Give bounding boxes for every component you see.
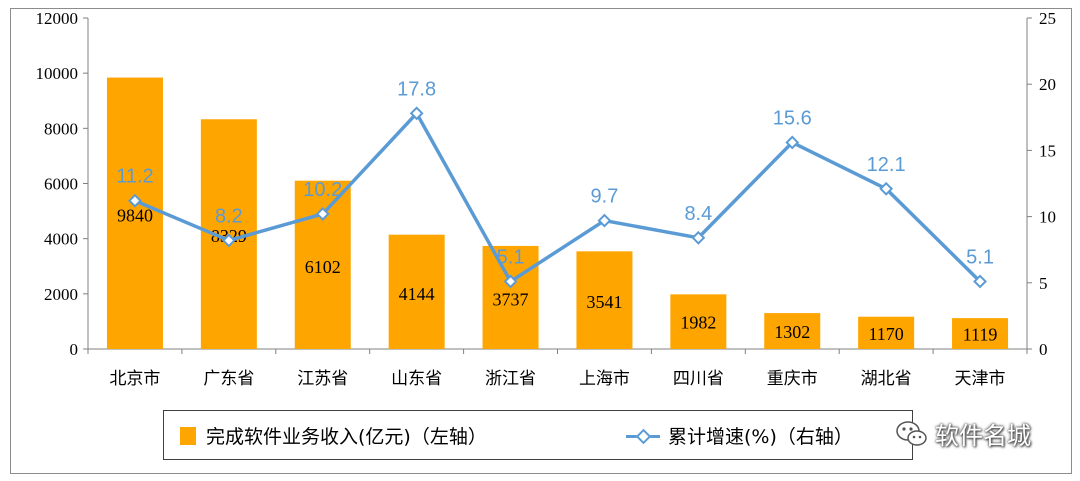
right-tick-label: 5: [1039, 274, 1048, 293]
bar-data-label: 1170: [868, 324, 903, 344]
right-tick-label: 10: [1039, 208, 1056, 227]
left-tick-label: 10000: [36, 64, 79, 83]
bar-data-label: 4144: [399, 284, 435, 304]
bar-labels: 9840832961024144373735411982130211701119: [117, 205, 997, 344]
watermark-text: 软件名城: [935, 422, 1031, 450]
line-series: [128, 106, 987, 289]
line-path: [134, 111, 982, 284]
legend-bar-swatch: [180, 426, 196, 445]
right-tick-label: 15: [1039, 141, 1056, 160]
line-labels: 11.2 8.2 10.2 17.8 5.1 9.7 8.4 15.6 12.1 5.1: [116, 78, 994, 268]
line-data-label: 5.1: [497, 246, 525, 268]
x-tick-label: 广东省: [203, 369, 254, 389]
line-point: [221, 233, 236, 248]
bar: [952, 318, 1009, 349]
x-tick-label: 北京市: [109, 369, 160, 389]
legend-bar-label: 完成软件业务收入(亿元)（左轴）: [206, 426, 487, 448]
line-point: [315, 207, 330, 221]
bar-data-label: 9840: [117, 205, 153, 225]
x-tick-label: 重庆市: [767, 369, 818, 389]
right-tick-label: 0: [1039, 340, 1048, 359]
bar: [388, 234, 445, 349]
bar-data-label: 3737: [493, 289, 529, 309]
left-tick-label: 8000: [44, 119, 78, 138]
line-data-label: 10.2: [303, 179, 342, 201]
line-data-label: 12.1: [867, 154, 906, 176]
chart-frame: [10, 8, 1072, 474]
line-data-label: 5.1: [966, 246, 994, 268]
legend-item-bar: 完成软件业务收入(亿元)（左轴）: [180, 422, 487, 449]
x-tick-label: 江苏省: [297, 369, 348, 389]
line-point: [691, 230, 706, 245]
line-point: [597, 213, 612, 228]
x-tick-label: 浙江省: [485, 369, 536, 389]
bar: [670, 294, 727, 349]
bar-data-label: 1119: [963, 325, 998, 345]
bar: [482, 245, 539, 349]
x-tick-label: 上海市: [579, 369, 630, 389]
bar: [576, 251, 633, 349]
axes: 0 2000 4000 6000 8000 10000 12000 0 5 10 15 20 25 北京市…: [36, 9, 1057, 389]
right-tick-label: 25: [1039, 9, 1056, 28]
watermark: 软件名城: [895, 416, 1031, 451]
legend: 完成软件业务收入(亿元)（左轴） 累计增速(%)（右轴）: [163, 410, 913, 460]
line-data-label: 8.4: [684, 203, 712, 225]
legend-line-marker: [626, 427, 660, 445]
bar-data-label: 6102: [305, 257, 341, 277]
line-point: [128, 193, 142, 208]
x-tick-label: 四川省: [673, 369, 724, 389]
right-tick-label: 20: [1039, 75, 1056, 94]
line-point: [879, 181, 894, 196]
legend-item-line: 累计增速(%)（右轴）: [626, 422, 853, 449]
line-point: [503, 274, 518, 289]
bar: [106, 77, 163, 349]
line-point: [785, 135, 800, 150]
x-tick-label: 山东省: [391, 369, 442, 389]
bar-data-label: 3541: [586, 292, 622, 312]
left-tick-label: 12000: [36, 9, 79, 28]
wechat-icon: [896, 420, 927, 446]
line-data-label: 8.2: [215, 205, 243, 227]
line-data-label: 17.8: [397, 78, 436, 100]
legend-line-label: 累计增速(%)（右轴）: [668, 426, 853, 448]
bar-data-label: 1302: [774, 322, 810, 342]
line-data-label: 11.2: [116, 166, 153, 188]
line-point: [973, 274, 987, 289]
line-data-label: 15.6: [773, 107, 812, 129]
left-tick-label: 2000: [44, 285, 78, 304]
bar-data-label: 1982: [680, 313, 716, 333]
x-tick-label: 湖北省: [861, 369, 912, 389]
bar: [764, 313, 821, 349]
line-data-label: 9.7: [591, 186, 619, 208]
line-point: [409, 106, 424, 121]
left-tick-label: 4000: [44, 230, 78, 249]
x-tick-label: 天津市: [955, 369, 1006, 389]
left-tick-label: 0: [70, 340, 79, 359]
left-tick-label: 6000: [44, 175, 78, 194]
bar: [858, 316, 915, 349]
